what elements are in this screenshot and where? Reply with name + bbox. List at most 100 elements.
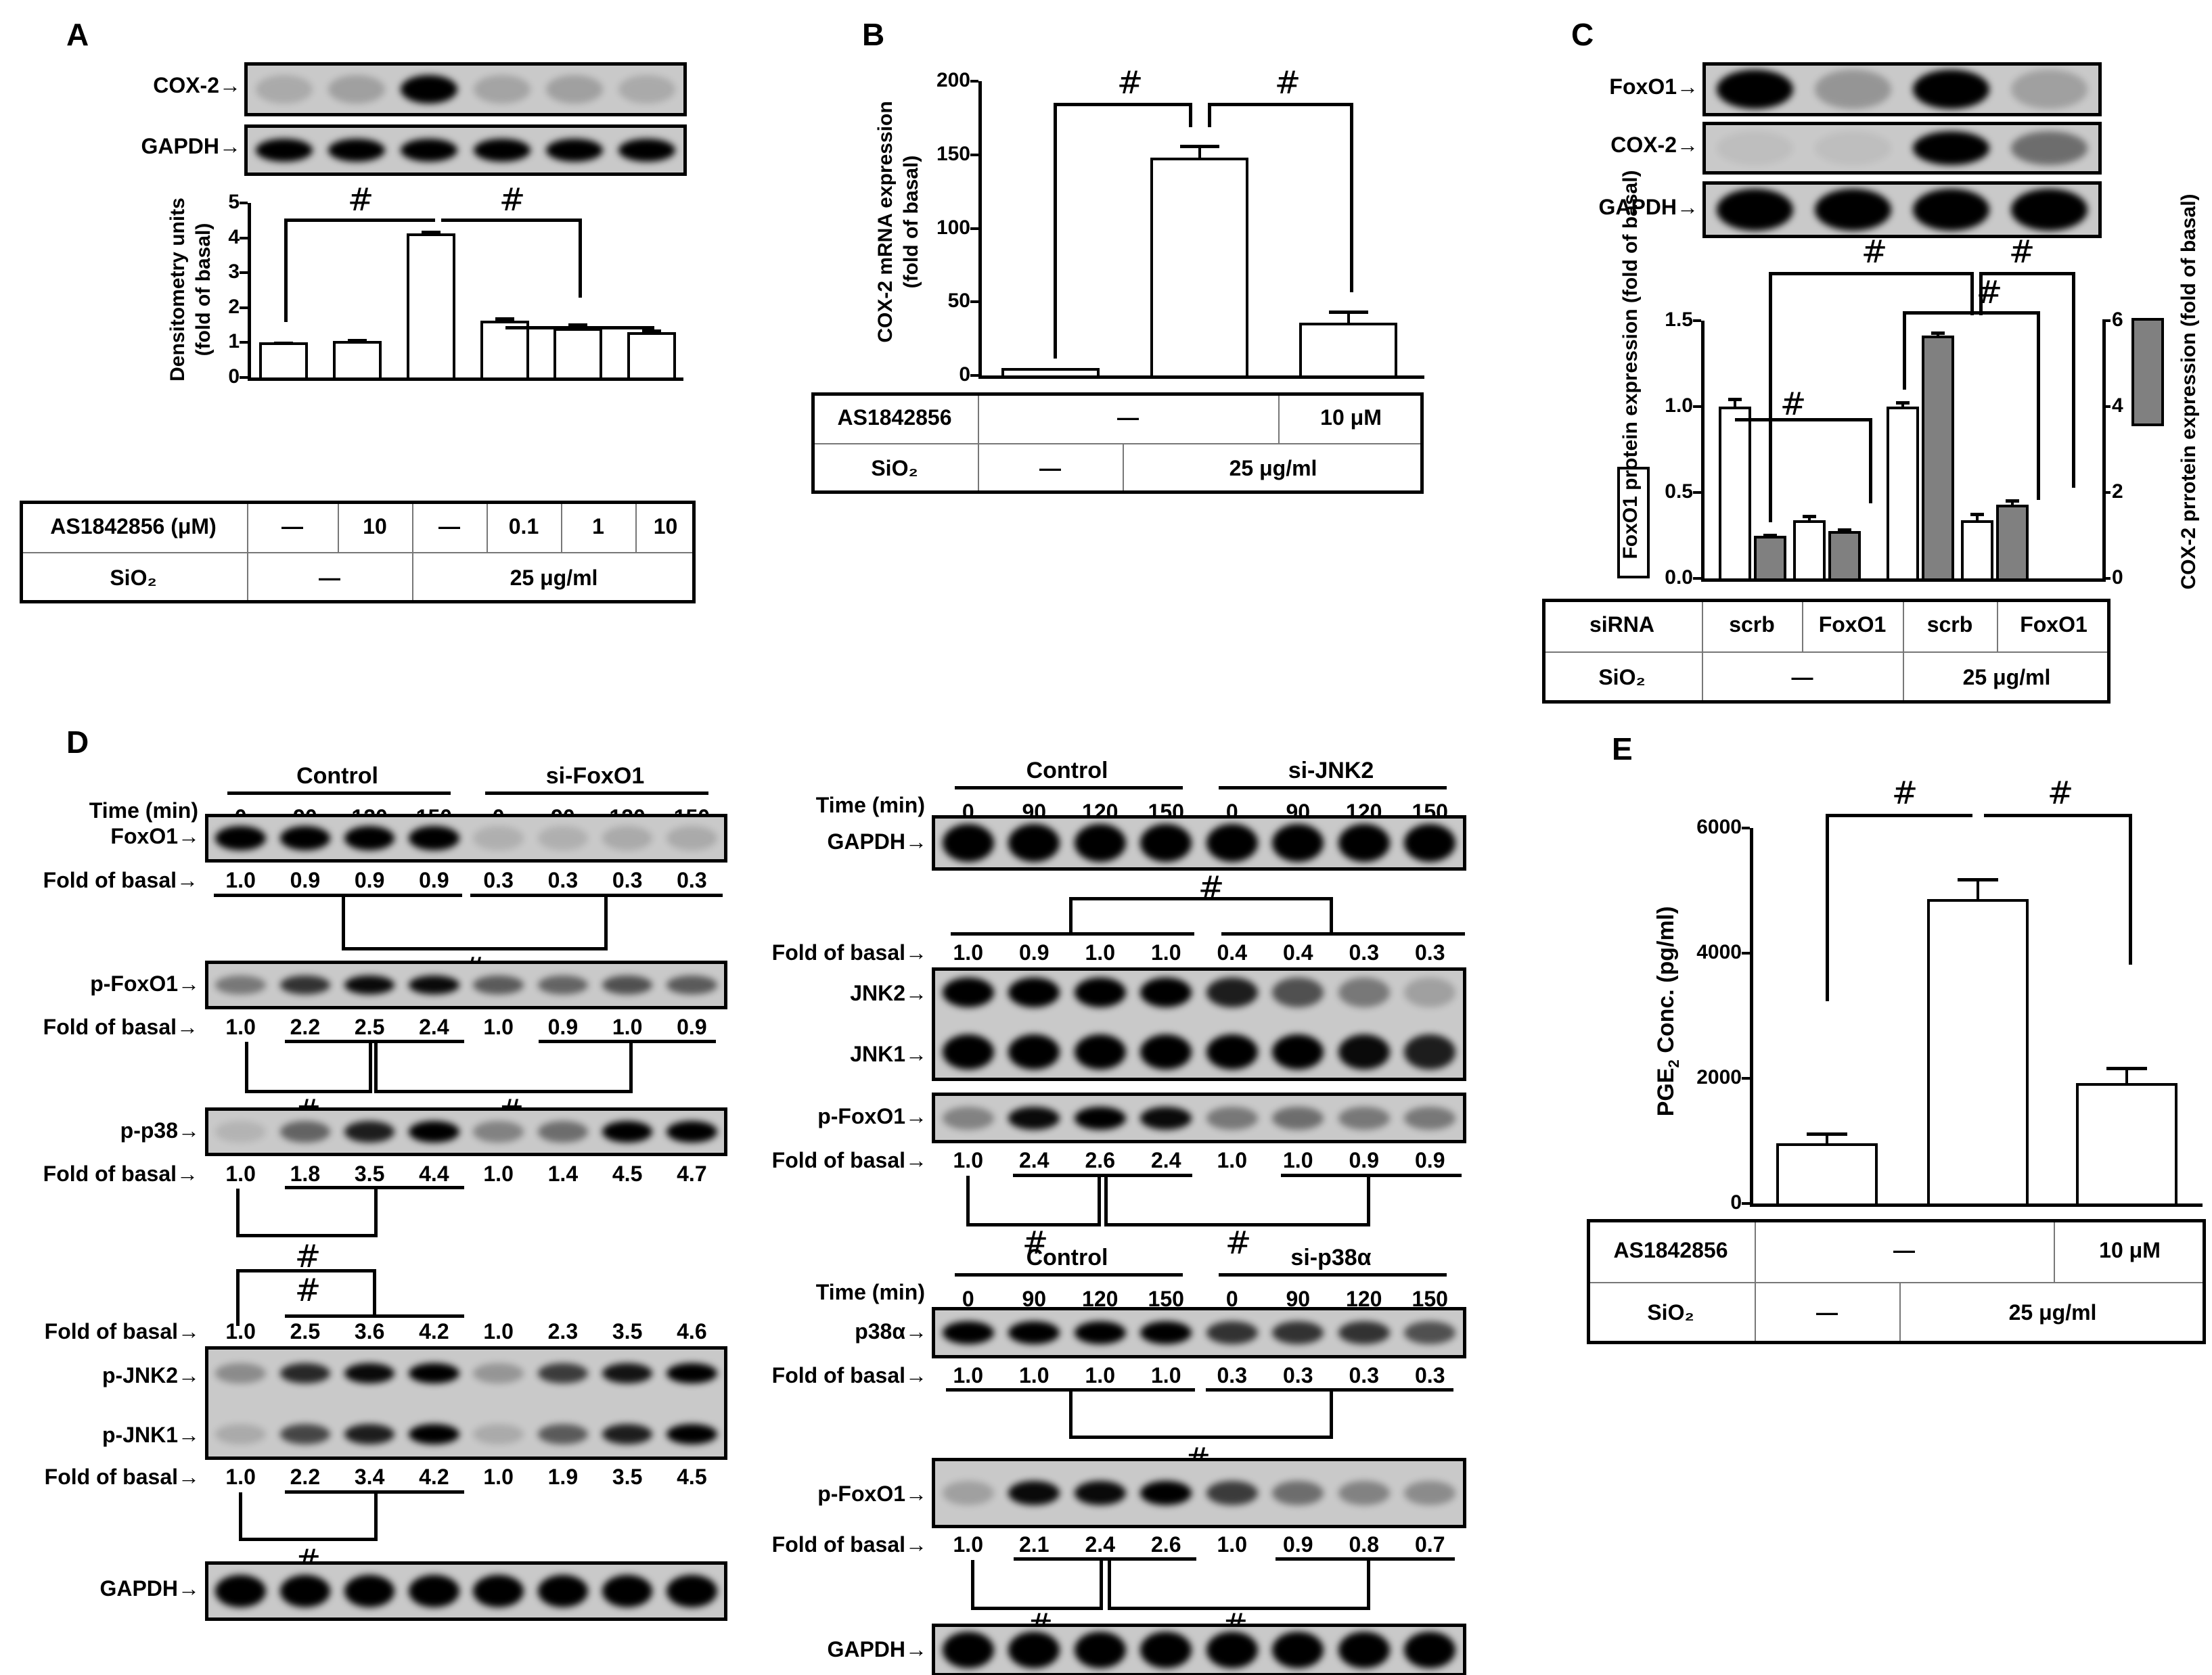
protein-band: [1716, 131, 1794, 165]
fold-value: 4.2: [419, 1319, 449, 1344]
table-col-divider: [1997, 602, 1998, 651]
blot-label: FoxO1→: [1609, 74, 1698, 99]
y-tick: [240, 236, 248, 239]
protein-band: [1074, 1481, 1126, 1505]
error-bar: [2125, 1067, 2128, 1084]
time-value: 0: [962, 1287, 974, 1311]
bracket-line: [1826, 814, 1829, 1002]
table-cell: 10 μM: [1320, 405, 1382, 430]
significance-marker: #: [1891, 775, 1918, 811]
protein-band: [537, 1575, 588, 1607]
bracket-line: [239, 1492, 242, 1541]
bar-a-1: [333, 340, 382, 377]
table-cell: scrb: [1926, 612, 1973, 637]
x-axis: [978, 375, 1424, 379]
protein-band: [1338, 1034, 1390, 1070]
protein-band: [1206, 824, 1258, 862]
bracket-line: [1903, 311, 2040, 315]
group-underline: [1218, 786, 1447, 789]
bracket-line: [951, 932, 1194, 936]
bar-a-5: [627, 331, 676, 377]
y-tick: [240, 376, 248, 379]
bracket-line: [1979, 272, 1983, 316]
fold-value: 0.3: [612, 868, 643, 892]
blot-label: GAPDH→: [827, 1637, 927, 1661]
bracket-line: [1208, 103, 1353, 106]
protein-band: [215, 1575, 266, 1607]
bracket-line: [1330, 897, 1333, 932]
error-cap: [1970, 513, 1984, 517]
protein-band: [942, 1034, 994, 1070]
y-tick: [970, 374, 978, 377]
table-col-divider: [338, 504, 339, 552]
y-axis-label-b: COX-2 mRNA expression (fold of basal): [873, 12, 924, 432]
protein-band: [602, 976, 653, 994]
error-cap: [1931, 331, 1945, 335]
table-cell: —: [1791, 664, 1813, 689]
error-cap: [495, 317, 515, 321]
protein-band: [1338, 1321, 1390, 1344]
protein-band: [602, 1424, 653, 1444]
bracket-line: [284, 219, 435, 222]
fold-value: 1.0: [1019, 1363, 1049, 1387]
y-axis-title-right: COX-2 prrotein expression (fold of basal…: [2177, 193, 2200, 590]
y-tick-label: 0: [1730, 1191, 1742, 1214]
fold-value: 0.3: [1415, 1363, 1445, 1387]
fold-value: 1.0: [1085, 1363, 1115, 1387]
y-tick-label: 0: [2112, 566, 2123, 589]
panel-label-b: B: [862, 17, 885, 52]
y-tick: [240, 202, 248, 204]
y-tick-label: 100: [936, 216, 970, 239]
blot-label: p-FoxO1→: [817, 1482, 927, 1506]
bracket-line: [1903, 311, 1906, 390]
y-tick-label: 4: [228, 225, 240, 248]
protein-band: [1404, 1321, 1456, 1344]
protein-band: [473, 139, 531, 162]
protein-band: [1716, 70, 1794, 109]
protein-band: [1404, 1481, 1456, 1505]
protein-band: [1140, 1034, 1192, 1070]
bracket-line: [966, 1223, 1101, 1226]
fold-value: 1.0: [1217, 1148, 1247, 1172]
protein-band: [1206, 1034, 1258, 1070]
protein-band: [1272, 1321, 1324, 1344]
protein-band: [942, 1321, 994, 1344]
y-tick-label: 150: [936, 142, 970, 165]
p-p38-d-blot: [205, 1107, 727, 1156]
protein-band: [537, 976, 588, 994]
fold-value: 2.2: [290, 1015, 321, 1039]
protein-band: [409, 1575, 459, 1607]
fold-value: 2.4: [1151, 1148, 1181, 1172]
table-col-divider: [561, 504, 562, 552]
bracket-line: [245, 1090, 372, 1093]
bracket-line: [1979, 272, 2075, 275]
fold-value: 0.9: [1349, 1148, 1379, 1172]
protein-band: [279, 1121, 330, 1143]
table-cell: —: [281, 513, 303, 538]
bar-b-2: [1299, 322, 1397, 375]
bracket-line: [1735, 418, 1872, 421]
bracket-line: [1276, 1557, 1455, 1561]
protein-band: [1074, 978, 1126, 1007]
table-col-divider: [487, 504, 488, 552]
fold-value: 2.6: [1151, 1532, 1181, 1557]
protein-band: [1074, 1034, 1126, 1070]
bracket-line: [1108, 1607, 1370, 1610]
protein-band: [1404, 824, 1456, 862]
treatment-table-c: [1542, 599, 2111, 704]
bracket-line: [1367, 1176, 1370, 1226]
fold-value: 1.0: [225, 1162, 256, 1186]
bracket-line: [971, 1560, 974, 1610]
bar-a-0: [259, 342, 308, 377]
protein-band: [409, 1424, 459, 1444]
gapdh-c-blot: [1702, 181, 2102, 238]
table-row-label: SiO₂: [1647, 1300, 1694, 1325]
protein-band: [409, 1121, 459, 1143]
significance-marker: #: [1225, 1224, 1252, 1261]
protein-band: [1814, 131, 1892, 165]
protein-band: [546, 75, 603, 104]
bracket-line: [946, 1388, 1195, 1392]
protein-band: [537, 1363, 588, 1383]
protein-band: [473, 826, 524, 850]
error-cap: [1728, 398, 1742, 402]
